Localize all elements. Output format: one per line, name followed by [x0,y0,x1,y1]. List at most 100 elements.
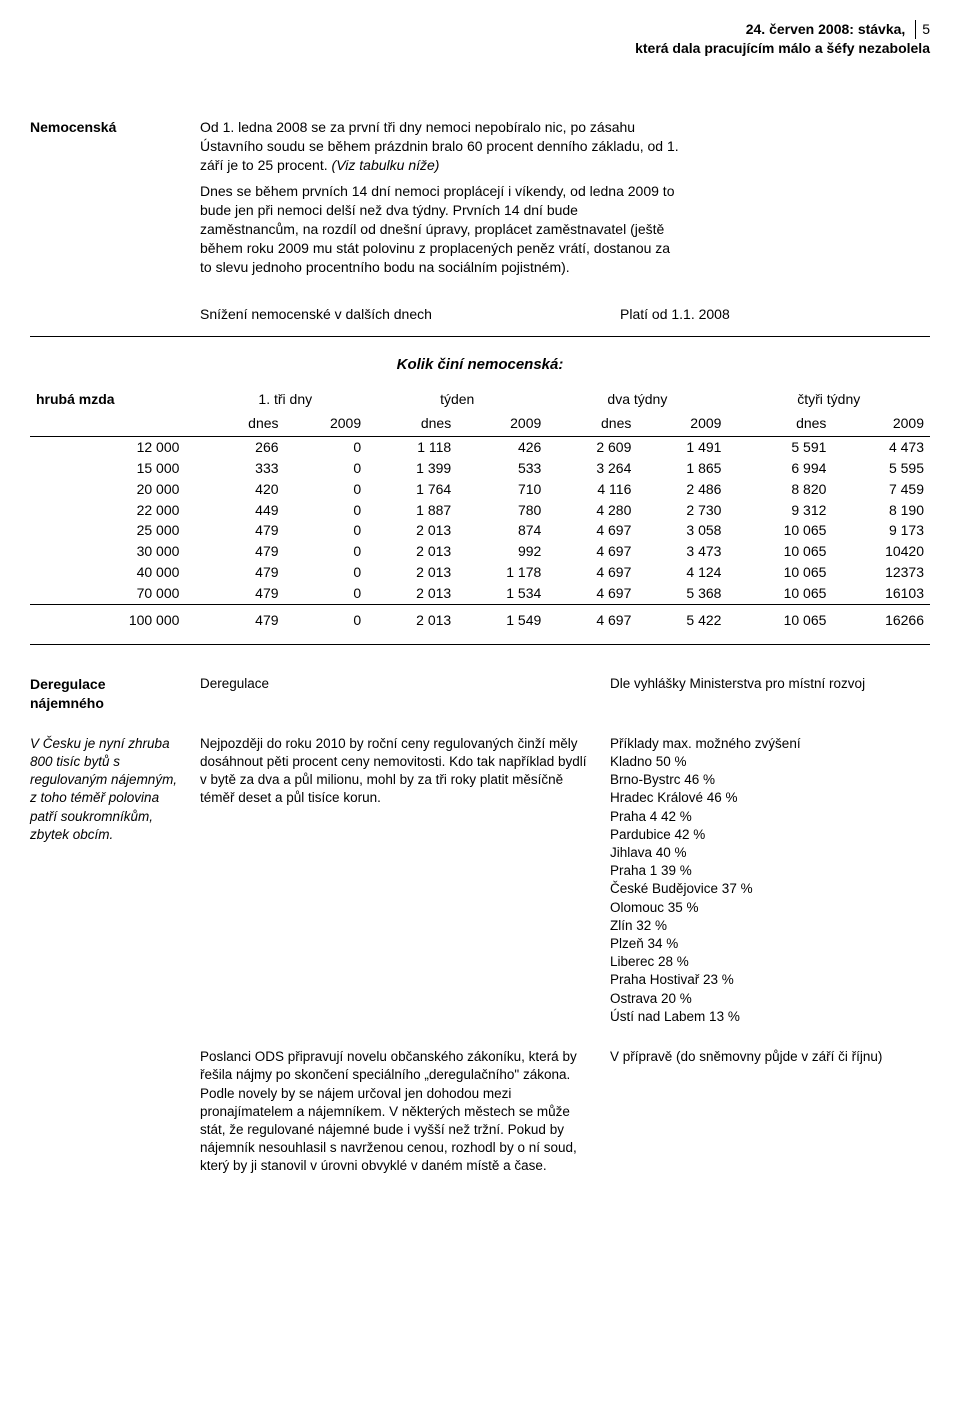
table-cell: 20 000 [30,479,203,500]
table-cell: 1 764 [367,479,457,500]
table-body: 12 00026601 1184262 6091 4915 5914 47315… [30,436,930,604]
table-cell: 0 [285,500,368,521]
snizeni-row: Snížení nemocenské v dalších dnech Platí… [200,305,930,324]
dereg-col1: Deregulace nájemného [30,675,180,713]
example-item: Brno-Bystrc 46 % [610,771,930,789]
table-cell: 479 [203,541,284,562]
table-cell: 30 000 [30,541,203,562]
table-cell: 0 [285,562,368,583]
table-row: 22 00044901 8877804 2802 7309 3128 190 [30,500,930,521]
table-row: 30 00047902 0139924 6973 47310 06510420 [30,541,930,562]
table-cell: 479 [203,520,284,541]
example-item: Praha 4 42 % [610,808,930,826]
table-cell: 0 [285,479,368,500]
table-cell: 479 [203,562,284,583]
table-cell: 992 [457,541,547,562]
table-cell: 7 459 [832,479,930,500]
sub-col: 2009 [285,410,368,436]
table-cell: 6 994 [727,458,832,479]
example-item: Zlín 32 % [610,917,930,935]
nemocenska-p1-ital: (Viz tabulku níže) [332,157,440,173]
dereg-col1-empty [30,1048,180,1176]
dereg-col3-note2: V přípravě (do sněmovny půjde v září či … [610,1048,930,1176]
example-item: Pardubice 42 % [610,826,930,844]
sub-col: 2009 [832,410,930,436]
table-cell: 479 [203,583,284,604]
table-cell: 2 013 [367,562,457,583]
table-cell: 8 190 [832,500,930,521]
table-cell: 70 000 [30,583,203,604]
dereg-body2: Poslanci ODS připravují novelu občanskéh… [200,1048,590,1176]
table-cell: 0 [285,520,368,541]
table-cell: 1 178 [457,562,547,583]
dereg-row2: V Česku je nyní zhruba 800 tisíc bytů s … [30,735,930,1027]
dereg-title: Deregulace nájemného [30,675,180,713]
sub-col: dnes [547,410,637,436]
table-row: 20 00042001 7647104 1162 4868 8207 459 [30,479,930,500]
dereg-body1: Nejpozději do roku 2010 by roční ceny re… [200,735,590,1027]
example-item: Plzeň 34 % [610,935,930,953]
table-cell: 449 [203,500,284,521]
table-cell: 2 013 [367,541,457,562]
table-cell: 426 [457,436,547,457]
table-cell: 1 491 [637,436,727,457]
table-cell: 1 887 [367,500,457,521]
example-item: Kladno 50 % [610,753,930,771]
table-lastrow: 100 00047902 0131 5494 6975 42210 065162… [30,604,930,635]
table-cell: 2 730 [637,500,727,521]
table-cell: 40 000 [30,562,203,583]
table-row: 25 00047902 0138744 6973 05810 0659 173 [30,520,930,541]
sub-col: 2009 [637,410,727,436]
examples-list: Kladno 50 %Brno-Bystrc 46 %Hradec Králov… [610,753,930,1026]
table-row: 70 00047902 0131 5344 6975 36810 0651610… [30,583,930,604]
snizeni-text: Snížení nemocenské v dalších dnech [200,305,620,324]
table-cell: 0 [285,604,368,635]
table-cell: 2 486 [637,479,727,500]
header-line1: 24. červen 2008: stávka, [746,21,906,37]
table-cell: 10 065 [727,562,832,583]
nemocenska-label: Nemocenská [30,118,170,285]
table-cell: 4 697 [547,541,637,562]
table-subhead-row: dnes 2009 dnes 2009 dnes 2009 dnes 2009 [30,410,930,436]
table-cell: 0 [285,541,368,562]
example-item: České Budějovice 37 % [610,880,930,898]
table-cell: 12373 [832,562,930,583]
table-cell: 10420 [832,541,930,562]
table-cell: 420 [203,479,284,500]
table-cell: 1 549 [457,604,547,635]
col-group: dva týdny [547,389,727,410]
table-cell: 1 118 [367,436,457,457]
table-cell: 4 124 [637,562,727,583]
table-cell: 16266 [832,604,930,635]
dereg-row3: Poslanci ODS připravují novelu občanskéh… [30,1048,930,1176]
table-cell: 2 013 [367,520,457,541]
nemocenska-table: hrubá mzda 1. tři dny týden dva týdny čt… [30,389,930,636]
divider [30,336,930,337]
table-cell: 4 697 [547,520,637,541]
examples-header: Příklady max. možného zvýšení [610,735,930,753]
table-cell: 4 473 [832,436,930,457]
table-row: 15 00033301 3995333 2641 8656 9945 595 [30,458,930,479]
nemocenska-section: Nemocenská Od 1. ledna 2008 se za první … [30,118,930,285]
table-row: 12 00026601 1184262 6091 4915 5914 473 [30,436,930,457]
dereg-col2-heading: Deregulace [200,675,590,713]
table-cell: 710 [457,479,547,500]
table-cell: 5 368 [637,583,727,604]
dereg-context: V Česku je nyní zhruba 800 tisíc bytů s … [30,735,180,1027]
deregulace-section: Deregulace nájemného Deregulace Dle vyhl… [30,675,930,1176]
table-cell: 8 820 [727,479,832,500]
table-cell: 4 280 [547,500,637,521]
table-cell: 266 [203,436,284,457]
example-item: Olomouc 35 % [610,899,930,917]
dereg-col3-note1: Dle vyhlášky Ministerstva pro místní roz… [610,675,930,713]
table-cell: 5 591 [727,436,832,457]
dereg-row1: Deregulace nájemného Deregulace Dle vyhl… [30,675,930,713]
table-cell: 100 000 [30,604,203,635]
example-item: Jihlava 40 % [610,844,930,862]
header-line2: která dala pracujícím málo a šéfy nezabo… [635,40,930,56]
sub-col: 2009 [457,410,547,436]
table-cell: 2 013 [367,604,457,635]
nemocenska-p2: Dnes se během prvních 14 dní nemoci prop… [200,182,680,276]
table-cell: 15 000 [30,458,203,479]
table-cell: 333 [203,458,284,479]
